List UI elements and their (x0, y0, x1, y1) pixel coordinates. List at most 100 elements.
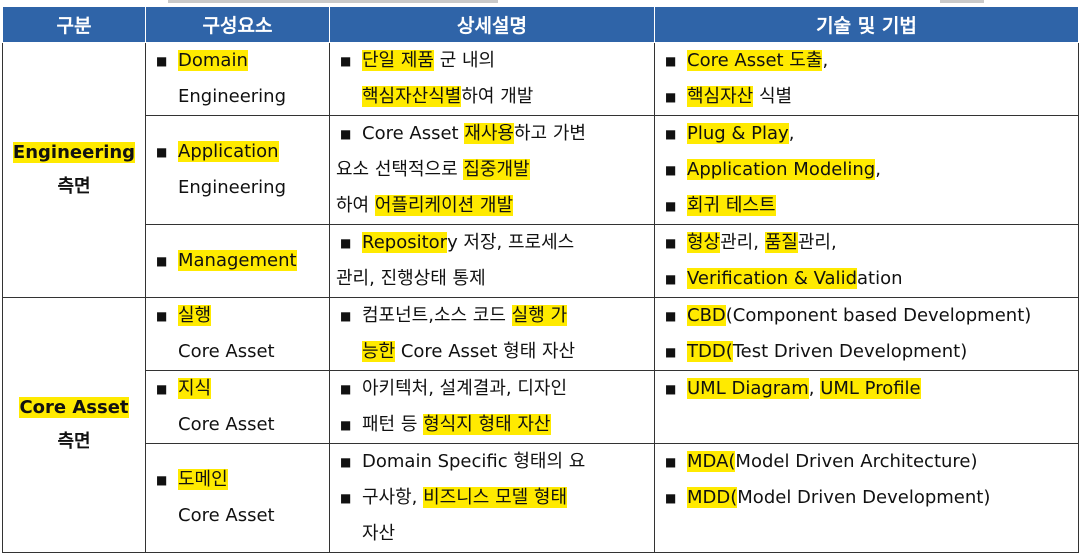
technique-highlight: UML Diagram (687, 378, 809, 399)
component-name: Management (178, 250, 297, 271)
category-label: Engineering (12, 142, 136, 163)
technique-highlight: 회귀 테스트 (687, 195, 776, 216)
detail-text: 하여 (336, 195, 375, 216)
detail-highlight: 집중개발 (463, 159, 530, 180)
category-core-asset: Core Asset 측면 (2, 297, 146, 553)
detail-highlight: 능한 (362, 341, 396, 362)
component-name: 실행 (178, 305, 212, 326)
detail-cell: 단일 제품 군 내의 핵심자산식별하여 개발 (329, 42, 655, 116)
technique-text: 식별 (753, 86, 793, 107)
technique-highlight: Plug & Play (687, 123, 789, 144)
technique-highlight: TDD( (687, 341, 733, 362)
technique-cell: 형상관리, 품질관리, Verification & Validation (654, 224, 1079, 298)
detail-highlight: 단일 제품 (362, 50, 434, 71)
component-sub: Core Asset (178, 341, 275, 362)
component-sub: Core Asset (178, 505, 275, 526)
component-name: 도메인 (178, 469, 228, 490)
technique-text: 관리, (720, 232, 765, 253)
header-component: 구성요소 (145, 6, 330, 43)
technique-text: , (808, 378, 821, 399)
technique-highlight: MDA( (687, 451, 736, 472)
header-row: 구분 구성요소 상세설명 기술 및 기법 (2, 6, 1079, 43)
component-cell: Application Engineering (145, 115, 330, 225)
detail-text: Core Asset (362, 123, 465, 144)
technique-highlight: 핵심자산 (687, 86, 754, 107)
detail-text: 컴포넌트,소스 코드 (362, 305, 512, 326)
technique-highlight: Core Asset 도출 (687, 50, 823, 71)
detail-highlight: 재사용 (464, 123, 514, 144)
detail-highlight: 비즈니스 모델 형태 (423, 487, 568, 508)
table-row: Application Engineering Core Asset 재사용하고… (3, 115, 1079, 225)
component-cell: Domain Engineering (145, 42, 330, 116)
technique-text: (Component based Development) (725, 305, 1032, 326)
technique-cell: Core Asset 도출, 핵심자산 식별 (654, 42, 1079, 116)
component-cell: 도메인 Core Asset (145, 443, 330, 553)
component-cell: Management (145, 224, 330, 298)
technique-cell: UML Diagram, UML Profile (654, 370, 1079, 444)
technique-text: 관리, (797, 232, 837, 253)
technique-text: Test Driven Development) (732, 341, 968, 362)
detail-text: 군 내의 (433, 50, 496, 71)
table-row: Core Asset 측면 실행 Core Asset 컴포넌트,소스 코드 실… (2, 297, 1079, 553)
technique-text: Model Driven Development) (737, 487, 991, 508)
detail-cell: Domain Specific 형태의 요 구사항, 비즈니스 모델 형태 자산 (329, 443, 655, 553)
technique-highlight: 품질 (764, 232, 798, 253)
technique-text: ation (857, 268, 903, 289)
technique-highlight: CBD (687, 305, 726, 326)
detail-text: y 저장, 프로세스 (447, 232, 575, 253)
technique-text: , (822, 50, 829, 71)
component-sub: Core Asset (178, 414, 275, 435)
table-row: 지식 Core Asset 아키텍처, 설계결과, 디자인 패턴 등 형식지 형… (3, 370, 1079, 444)
top-border-segment (940, 0, 984, 3)
header-category: 구분 (2, 6, 146, 43)
detail-cell: 컴포넌트,소스 코드 실행 가 능한 Core Asset 형태 자산 (329, 297, 655, 371)
technique-highlight: UML Profile (820, 378, 921, 399)
technique-text: , (788, 123, 795, 144)
component-sub: Engineering (178, 177, 286, 198)
detail-text: 자산 (362, 523, 396, 544)
technique-text: , (875, 159, 881, 180)
category-engineering: Engineering 측면 (2, 42, 146, 298)
component-name: Domain (178, 50, 248, 71)
category-label: Core Asset (19, 397, 129, 418)
detail-cell: Repository 저장, 프로세스 관리, 진행상태 통제 (329, 224, 655, 298)
detail-highlight: 형식지 형태 자산 (423, 414, 551, 435)
component-name: Application (178, 141, 279, 162)
detail-text: Domain Specific 형태의 요 (362, 451, 586, 472)
top-border (0, 0, 1082, 6)
table-row: Management Repository 저장, 프로세스 관리, 진행상태 … (3, 224, 1079, 298)
detail-text: 하여 개발 (461, 86, 534, 107)
detail-text: 하고 가변 (514, 123, 586, 144)
detail-cell: Core Asset 재사용하고 가변 요소 선택적으로 집중개발 하여 어플리… (329, 115, 655, 225)
technique-highlight: 형상 (687, 232, 721, 253)
header-technique: 기술 및 기법 (654, 6, 1079, 43)
table-row: Engineering 측면 Domain Engineering 단일 제품 … (2, 42, 1079, 298)
category-sublabel: 측면 (57, 431, 91, 452)
category-sublabel: 측면 (57, 176, 91, 197)
detail-text: 관리, 진행상태 통제 (336, 268, 486, 289)
technique-cell: Plug & Play, Application Modeling, 회귀 테스… (654, 115, 1079, 225)
component-cell: 실행 Core Asset (145, 297, 330, 371)
technique-highlight: Verification & Valid (687, 268, 857, 289)
detail-text: 아키텍처, 설계결과, 디자인 (362, 378, 568, 399)
header-detail: 상세설명 (329, 6, 655, 43)
technique-cell: CBD(Component based Development) TDD(Tes… (654, 297, 1079, 371)
detail-text: Core Asset 형태 자산 (395, 341, 576, 362)
detail-cell: 아키텍처, 설계결과, 디자인 패턴 등 형식지 형태 자산 (329, 370, 655, 444)
detail-text: 패턴 등 (362, 414, 424, 435)
detail-highlight: Repositor (362, 232, 448, 253)
detail-highlight: 실행 가 (511, 305, 568, 326)
detail-text: 구사항, (362, 487, 424, 508)
component-sub: Engineering (178, 86, 286, 107)
technique-text: Model Driven Architecture) (735, 451, 978, 472)
component-cell: 지식 Core Asset (145, 370, 330, 444)
technique-highlight: Application Modeling (687, 159, 876, 180)
component-name: 지식 (178, 378, 212, 399)
detail-text: 요소 선택적으로 (336, 159, 464, 180)
detail-highlight: 어플리케이션 개발 (374, 195, 514, 216)
top-border-segment (168, 0, 498, 3)
detail-highlight: 핵심자산식별 (362, 86, 462, 107)
software-product-line-table: 구분 구성요소 상세설명 기술 및 기법 Engineering 측면 Doma… (2, 6, 1079, 553)
technique-cell: MDA(Model Driven Architecture) MDD(Model… (654, 443, 1079, 553)
table-row: 도메인 Core Asset Domain Specific 형태의 요 구사항… (3, 443, 1079, 553)
